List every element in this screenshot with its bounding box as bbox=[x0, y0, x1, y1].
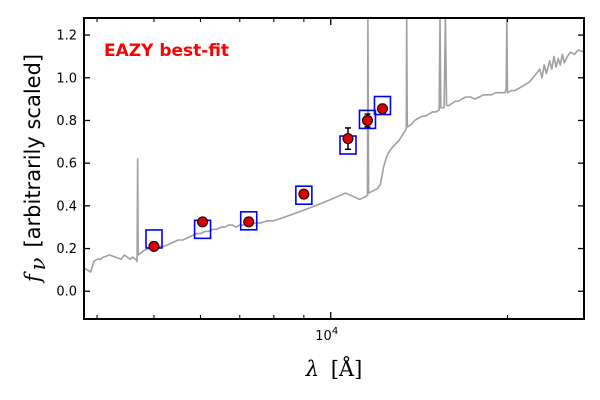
observed-flux-point bbox=[342, 127, 354, 151]
x-axis-label: λ [Å] bbox=[305, 356, 363, 381]
y-axis-text: [arbitrarily scaled] bbox=[21, 54, 45, 248]
observed-flux-marker bbox=[298, 188, 310, 200]
model-flux-square bbox=[373, 95, 392, 116]
y-tick-label: 0.6 bbox=[56, 157, 77, 172]
observed-flux-marker bbox=[361, 114, 373, 126]
observed-flux-point bbox=[243, 216, 255, 228]
observed-flux-point bbox=[376, 103, 388, 115]
observed-flux-marker bbox=[376, 103, 388, 115]
observed-flux-point bbox=[197, 216, 209, 228]
axes: 0.0 0.2 0.4 0.6 0.8 1.0 1.2 104 bbox=[56, 18, 584, 344]
model-flux-square bbox=[358, 109, 377, 130]
x-tick-label: 104 bbox=[315, 326, 338, 344]
observed-flux-marker bbox=[148, 240, 160, 252]
plot-area bbox=[84, 18, 584, 273]
y-tick-label: 1.2 bbox=[56, 29, 77, 44]
y-axis-label: f ν [arbitrarily scaled] bbox=[21, 54, 50, 284]
y-tick-label: 0.4 bbox=[56, 199, 77, 214]
y-tick-label: 0.8 bbox=[56, 114, 77, 129]
observed-flux-marker bbox=[243, 216, 255, 228]
y-tick-label: 1.0 bbox=[56, 71, 77, 86]
observed-flux-point bbox=[361, 113, 373, 128]
x-tick-exponent: 4 bbox=[332, 326, 338, 337]
observed-flux-marker bbox=[197, 216, 209, 228]
x-axis-symbol: λ bbox=[305, 357, 319, 381]
plot-frame bbox=[83, 17, 585, 320]
observed-flux-point bbox=[148, 240, 160, 252]
model-flux-square bbox=[295, 185, 313, 205]
observed-flux-marker bbox=[342, 133, 354, 145]
y-tick-label: 0.0 bbox=[56, 285, 77, 300]
sed-line bbox=[84, 18, 584, 273]
observed-flux-point bbox=[298, 188, 310, 200]
y-axis-symbol: f bbox=[21, 271, 45, 284]
model-flux-square bbox=[239, 211, 258, 231]
y-tick-label: 0.2 bbox=[56, 242, 77, 257]
x-axis-unit: [Å] bbox=[331, 356, 363, 381]
y-axis-subscript: ν bbox=[26, 257, 50, 270]
annotation-label: EAZY best-fit bbox=[104, 41, 229, 61]
